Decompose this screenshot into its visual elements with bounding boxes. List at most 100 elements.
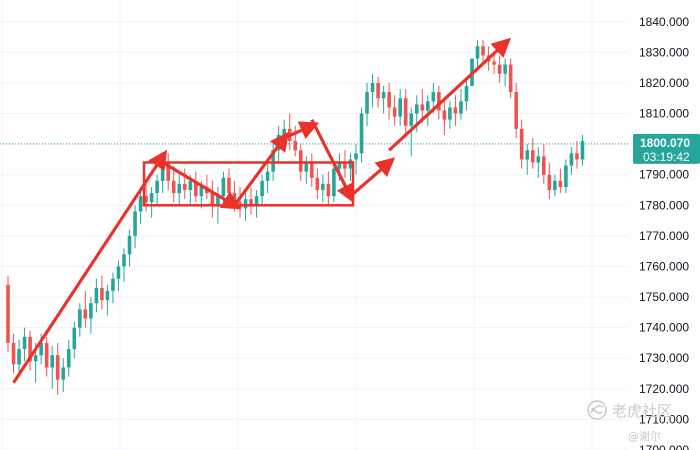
candle [475, 40, 480, 68]
candle-body [514, 92, 518, 129]
candle [530, 138, 535, 169]
candle-body [221, 177, 226, 197]
candle-body [50, 355, 54, 368]
candle [78, 303, 82, 337]
candle-body [216, 196, 220, 206]
candle-body [492, 61, 496, 65]
y-tick-label: 1760.000 [639, 259, 689, 273]
candle-body [149, 193, 154, 203]
candle [50, 346, 54, 389]
candle-body [536, 156, 541, 163]
candle [569, 147, 574, 175]
candle-body [66, 349, 71, 368]
candle [122, 248, 126, 282]
candle-body [89, 303, 93, 319]
y-tick-label: 1840.000 [639, 15, 689, 29]
candle-body [437, 92, 441, 111]
candle-body [78, 309, 82, 328]
candle [459, 89, 463, 120]
candle [304, 156, 309, 184]
candle-body [72, 327, 77, 350]
candle-body [426, 101, 430, 111]
candle-body [381, 92, 386, 99]
countdown-timer: 03:19:42 [643, 150, 690, 164]
candle-body [243, 199, 248, 209]
candle [448, 101, 452, 129]
candle [392, 95, 397, 126]
candle [354, 144, 358, 175]
annotations [12, 37, 512, 384]
candle-body [310, 162, 314, 178]
candle [481, 40, 485, 65]
candle [525, 144, 530, 175]
candle-body [420, 104, 425, 111]
candle-body [265, 171, 270, 181]
trend-arrow [388, 37, 512, 152]
candle-body [44, 342, 49, 368]
candle-body [260, 180, 264, 197]
candle [558, 168, 563, 194]
trend-arrow [233, 131, 289, 207]
candle-body [94, 287, 99, 304]
candle [564, 159, 568, 194]
candle-body [332, 168, 336, 197]
candle [321, 174, 325, 203]
candle-body [525, 150, 530, 160]
candle [332, 162, 336, 203]
candle-body [359, 113, 364, 154]
candle-body [558, 180, 563, 187]
candle-body [293, 141, 298, 151]
candle-body [155, 180, 159, 194]
candle-body [459, 101, 463, 114]
y-tick-label: 1740.000 [639, 321, 689, 335]
candle-body [370, 82, 375, 93]
candle-body [365, 92, 369, 114]
candle-body [122, 254, 126, 267]
candle [315, 168, 320, 200]
candle [265, 162, 270, 194]
candle-body [376, 82, 380, 99]
candle [365, 82, 369, 126]
candle-body [519, 128, 524, 160]
candle-body [171, 180, 176, 194]
candle-body [271, 150, 275, 172]
candle-body [160, 162, 165, 181]
candle [194, 171, 198, 203]
candle-body [116, 266, 121, 279]
candle-body [33, 355, 38, 362]
candle-body [100, 287, 104, 301]
candle-body [6, 284, 10, 343]
candle [17, 339, 21, 377]
candle-body [575, 153, 579, 160]
candle [116, 260, 121, 291]
candle-body [138, 196, 143, 212]
trend-arrow [310, 118, 355, 204]
candle [376, 76, 380, 108]
candle [254, 190, 259, 218]
candle-body [249, 199, 253, 206]
candle [111, 272, 115, 304]
candle [149, 186, 154, 218]
candle [249, 186, 253, 215]
candle-body [315, 177, 320, 191]
candle-body [475, 46, 480, 59]
candle [260, 174, 264, 206]
candle [166, 153, 170, 191]
candle-body [431, 92, 436, 102]
candle [28, 330, 32, 371]
candle [287, 113, 292, 151]
candle [177, 174, 182, 206]
y-tick-label: 1830.000 [639, 45, 689, 59]
candle-body [564, 165, 568, 187]
candle-body [343, 162, 347, 169]
candle-body [166, 162, 170, 181]
candle [6, 275, 10, 353]
candle-body [481, 46, 485, 56]
candle [359, 107, 364, 163]
candle [243, 193, 248, 221]
candle [55, 342, 60, 395]
candle [282, 119, 286, 148]
candle-body [127, 235, 132, 255]
